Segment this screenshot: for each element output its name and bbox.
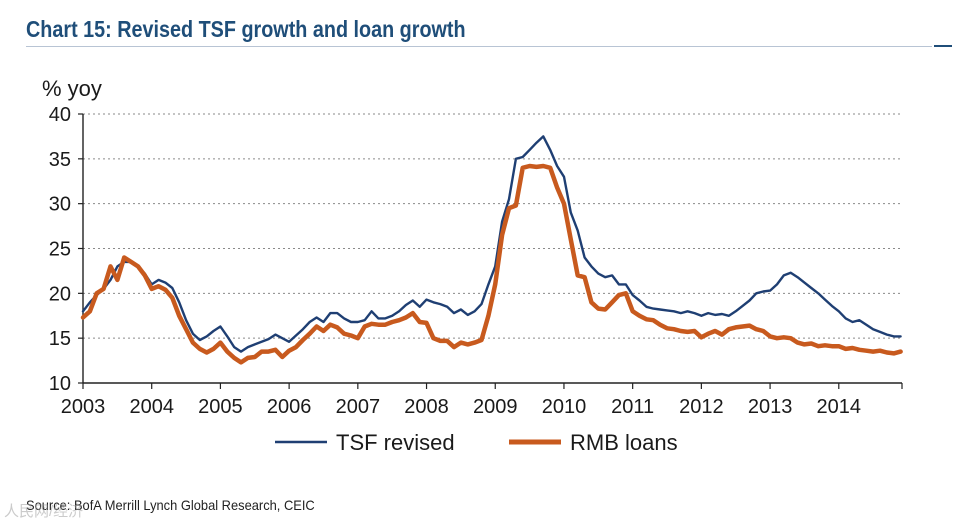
y-tick-label-40: 40 <box>49 104 71 126</box>
x-tick-label-2007: 2007 <box>336 396 381 418</box>
y-tick-label-10: 10 <box>49 373 71 395</box>
gridlines <box>83 113 902 339</box>
y-tick-label-35: 35 <box>49 149 71 171</box>
legend-label-rmb-loans: RMB loans <box>570 430 678 455</box>
series-line-tsf-revised <box>81 135 902 353</box>
y-tick-label-15: 15 <box>49 328 71 350</box>
y-tick-label-20: 20 <box>49 283 71 305</box>
y-axis-label: % yoy <box>42 76 102 101</box>
series-layer <box>80 135 903 365</box>
x-tick-label-2005: 2005 <box>198 396 243 418</box>
source-note: Source: BofA Merrill Lynch Global Resear… <box>26 497 315 513</box>
x-tick-label-2003: 2003 <box>61 396 106 418</box>
legend: TSF revised RMB loans <box>275 430 678 455</box>
x-tick-label-2009: 2009 <box>473 396 518 418</box>
x-tick-label-2012: 2012 <box>679 396 724 418</box>
watermark: 人民网/经济 <box>4 503 84 520</box>
y-tick-label-25: 25 <box>49 239 71 261</box>
y-tick-labels: 10 15 20 25 30 35 40 <box>49 104 71 395</box>
x-tick-label-2010: 2010 <box>542 396 587 418</box>
chart-title: Chart 15: Revised TSF growth and loan gr… <box>26 16 466 42</box>
x-tick-label-2008: 2008 <box>404 396 449 418</box>
axes <box>78 113 903 389</box>
x-tick-label-2004: 2004 <box>129 396 174 418</box>
x-tick-label-2013: 2013 <box>748 396 793 418</box>
series-line-rmb-loans <box>80 163 903 365</box>
x-tick-labels: 2003 2004 2005 2006 2007 2008 2009 2010 2011 2012… <box>61 396 861 418</box>
legend-label-tsf-revised: TSF revised <box>336 430 455 455</box>
title-rule-accent <box>934 45 952 47</box>
x-tick-label-2006: 2006 <box>267 396 312 418</box>
title-rule <box>26 46 932 47</box>
x-tick-label-2014: 2014 <box>817 396 862 418</box>
y-tick-label-30: 30 <box>49 194 71 216</box>
x-tick-label-2011: 2011 <box>611 396 654 418</box>
